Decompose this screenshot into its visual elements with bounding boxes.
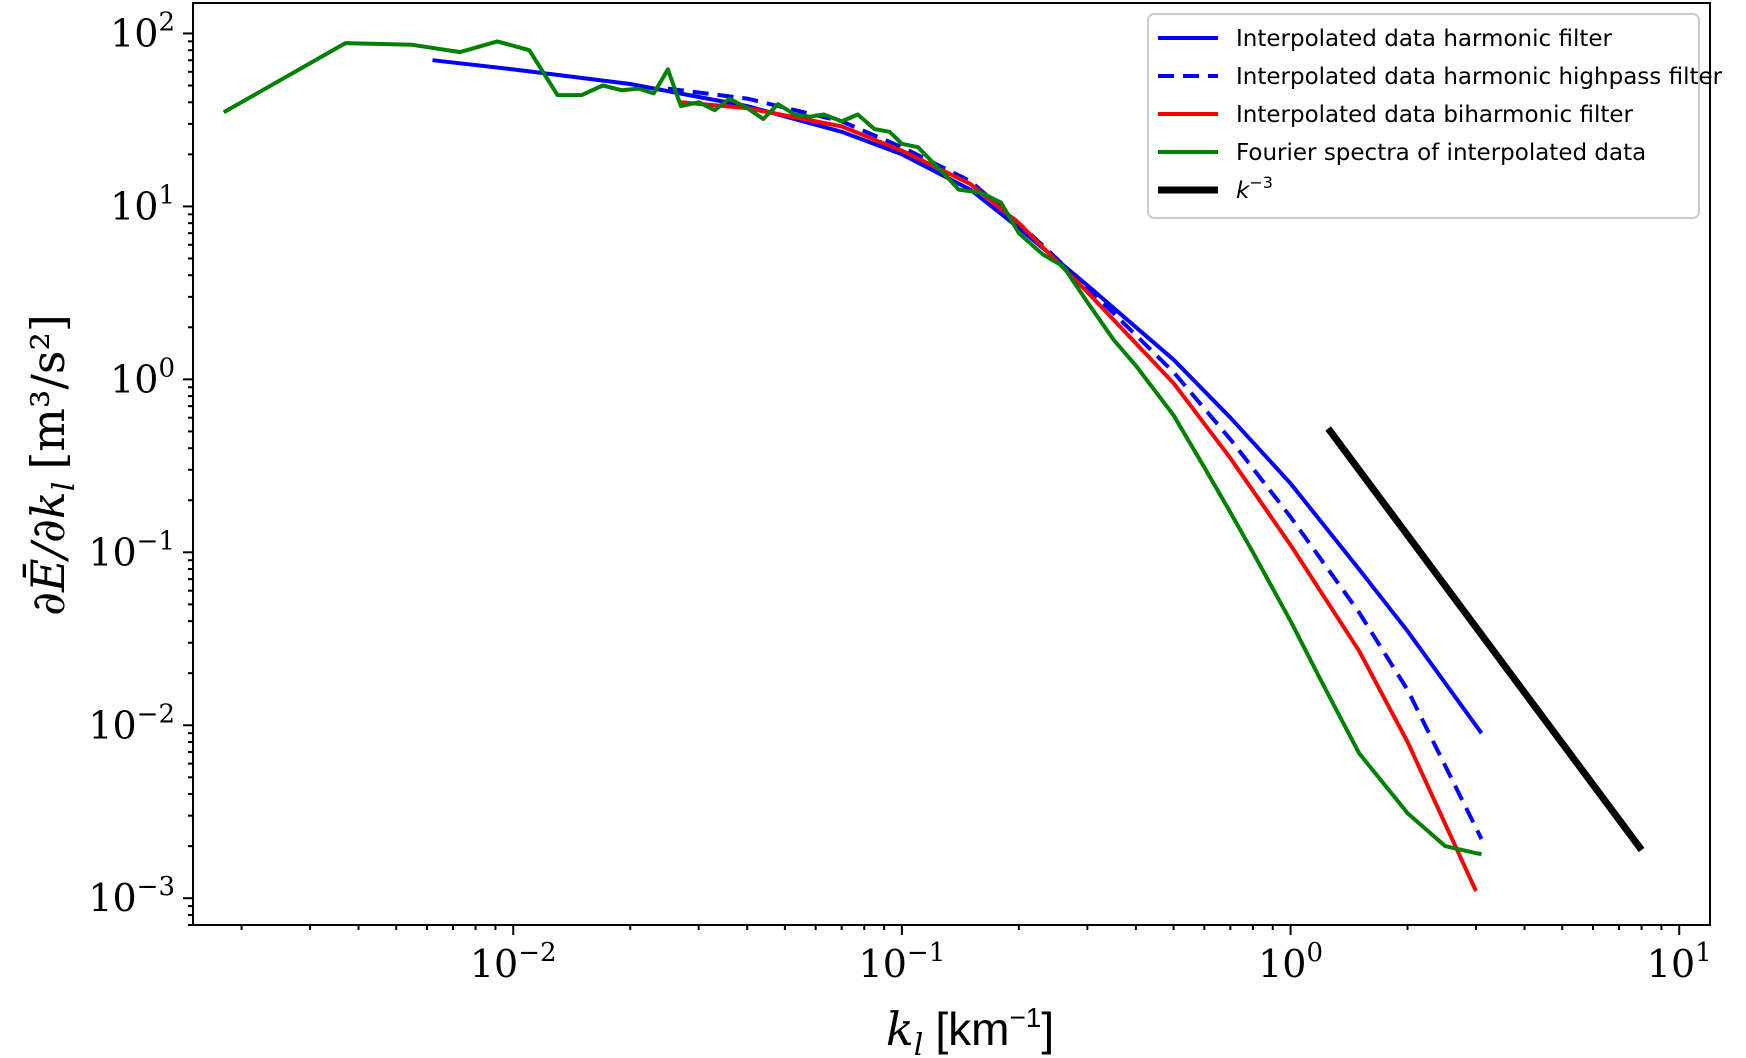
x-ticks: 10−2 10−1 100 101 (240, 925, 1712, 986)
x-axis-label: kl [km−1] (886, 1002, 1054, 1058)
series-line-3 (680, 100, 1478, 892)
series-line-1 (432, 58, 1484, 735)
series-line-5 (1325, 426, 1645, 853)
y-tick-label: 101 (110, 180, 175, 228)
legend-label-3: Interpolated data biharmonic filter (1236, 102, 1633, 128)
legend-label-5: k−3 (1236, 173, 1273, 204)
legend: Interpolated data harmonic filter Interpo… (1147, 13, 1723, 219)
x-tick-label: 10−1 (859, 938, 946, 986)
x-tick-label: 100 (1258, 938, 1323, 986)
x-tick-label: 101 (1647, 938, 1712, 986)
y-ticks: 10−3 10−2 10−1 100 101 102 (88, 7, 193, 926)
y-axis-label: ∂Ē/∂kl[m³/s²] (21, 314, 82, 616)
legend-label-4: Fourier spectra of interpolated data (1236, 140, 1646, 166)
series-line-4 (222, 39, 1482, 857)
y-tick-label: 102 (110, 7, 175, 55)
plot-frame (192, 2, 1711, 926)
plot-series (222, 39, 1645, 892)
legend-label-1: Interpolated data harmonic filter (1236, 26, 1613, 52)
y-tick-label: 10−3 (88, 872, 175, 920)
x-tick-label: 10−2 (470, 938, 557, 986)
legend-box (1147, 13, 1700, 219)
y-tick-label: 100 (110, 353, 175, 401)
legend-label-2: Interpolated data harmonic highpass filt… (1236, 64, 1723, 90)
y-tick-label: 10−1 (88, 526, 175, 574)
y-tick-label: 10−2 (88, 699, 175, 747)
